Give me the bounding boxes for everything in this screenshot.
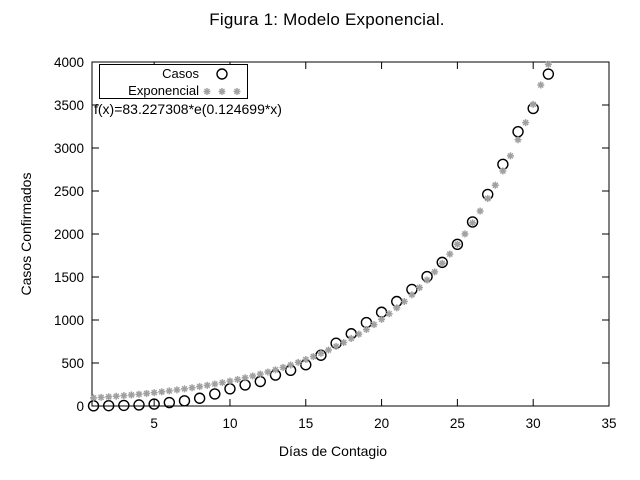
y-tick-label: 3500	[54, 98, 84, 113]
y-tick-label: 1000	[54, 313, 84, 328]
x-tick-label: 20	[374, 416, 389, 431]
y-tick-label: 3000	[54, 141, 84, 156]
y-tick-label: 2000	[54, 227, 84, 242]
legend-label-exponencial: Exponencial	[128, 83, 199, 98]
y-tick-label: 1500	[54, 270, 84, 285]
legend-item-casos: Casos	[100, 66, 247, 82]
y-axis-label: Casos Confirmados	[18, 172, 34, 296]
x-tick-label: 35	[601, 416, 616, 431]
exponencial-points	[90, 60, 552, 402]
legend-box: Casos Exponencial	[99, 64, 248, 99]
legend-item-exponencial: Exponencial	[100, 83, 247, 99]
x-tick-label: 15	[298, 416, 313, 431]
casos-points	[87, 68, 555, 412]
y-tick-label: 500	[61, 356, 84, 371]
x-tick-label: 5	[150, 416, 158, 431]
circle-marker-icon	[216, 68, 228, 80]
x-axis-label: Días de Contagio	[278, 443, 388, 459]
asterisk-marker-icon	[203, 88, 241, 95]
y-tick-label: 4000	[54, 55, 84, 70]
x-tick-label: 10	[222, 416, 237, 431]
chart-title: Figura 1: Modelo Exponencial.	[209, 10, 445, 29]
x-tick-label: 30	[526, 416, 541, 431]
x-tick-label: 25	[450, 416, 465, 431]
y-tick-label: 0	[76, 399, 84, 414]
y-tick-label: 2500	[54, 184, 84, 199]
fit-equation-label: f(x)=83.227308*e(0.124699*x)	[94, 101, 282, 117]
legend-label-casos: Casos	[162, 66, 199, 81]
